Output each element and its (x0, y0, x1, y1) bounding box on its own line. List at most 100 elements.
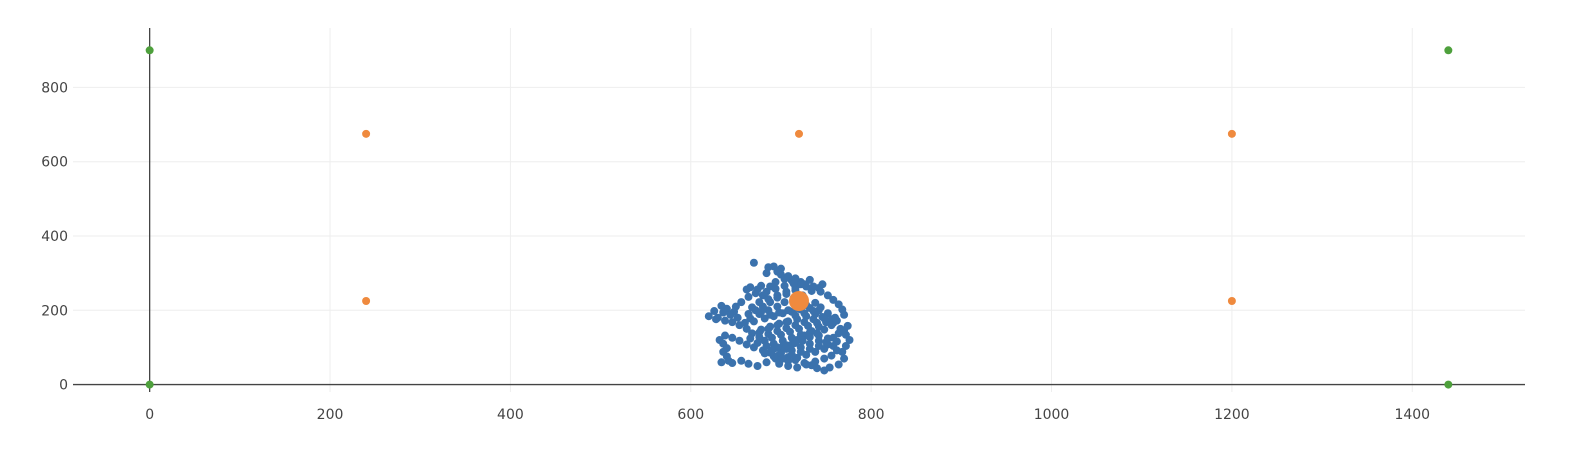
data-point (766, 310, 775, 319)
data-point (804, 321, 813, 330)
x-tick-label: 1400 (1394, 407, 1430, 423)
x-tick-label: 1000 (1034, 407, 1070, 423)
x-tick-label: 400 (497, 407, 524, 423)
data-point (787, 350, 796, 359)
data-point (145, 46, 154, 55)
data-point (721, 331, 730, 340)
data-point (728, 359, 737, 368)
data-point (760, 349, 769, 358)
data-point (829, 295, 838, 304)
data-point (728, 318, 737, 327)
data-point (805, 344, 814, 353)
grid-layer (73, 28, 1525, 392)
data-point (753, 362, 762, 370)
data-point (712, 315, 721, 324)
data-point (757, 307, 766, 316)
data-point (721, 316, 730, 325)
data-point (805, 275, 814, 284)
data-point (820, 314, 829, 323)
data-point (362, 297, 371, 305)
data-point (795, 129, 803, 138)
axis-layer (73, 28, 1525, 392)
data-point (744, 359, 753, 368)
data-point (726, 310, 735, 319)
data-point (793, 363, 802, 372)
data-point (840, 310, 849, 319)
data-point (784, 306, 793, 315)
data-point (823, 291, 832, 300)
data-point (782, 318, 791, 327)
data-point (737, 298, 746, 307)
x-tick-label: 0 (145, 407, 154, 423)
data-point (1444, 46, 1453, 55)
y-tick-label: 0 (59, 378, 68, 394)
data-point (813, 318, 822, 327)
data-point (737, 356, 746, 365)
data-point (145, 380, 154, 389)
data-point (791, 311, 800, 320)
data-point (800, 309, 809, 318)
data-point (802, 360, 811, 369)
data-point (769, 352, 778, 361)
data-point (811, 357, 820, 366)
data-point (773, 321, 782, 330)
data-point (753, 338, 762, 347)
data-point (744, 310, 753, 318)
data-point (748, 303, 757, 312)
y-tick-label: 400 (41, 229, 68, 245)
data-point (814, 341, 823, 350)
data-point (798, 336, 807, 345)
data-point (749, 317, 758, 326)
data-point (717, 301, 726, 310)
data-point (782, 341, 791, 350)
data-point (827, 321, 836, 330)
data-point (816, 287, 825, 296)
data-points (145, 46, 1453, 389)
data-point (717, 358, 726, 367)
data-point (816, 303, 825, 312)
data-point (1444, 380, 1453, 389)
data-point (762, 358, 771, 367)
data-point (834, 360, 843, 369)
data-point (843, 321, 852, 330)
data-point (820, 325, 829, 334)
data-point (1227, 297, 1236, 305)
data-point (789, 291, 809, 311)
y-tick-label: 600 (41, 155, 68, 171)
data-point (780, 281, 789, 290)
data-point (755, 298, 764, 307)
data-point (755, 328, 764, 337)
y-tick-label: 800 (41, 80, 68, 96)
data-point (813, 329, 822, 338)
data-point (762, 269, 771, 278)
data-point (845, 336, 854, 344)
data-point (749, 258, 758, 267)
data-point (829, 333, 838, 342)
data-point (778, 354, 787, 363)
data-point (764, 295, 773, 304)
data-point (710, 307, 719, 316)
data-point (362, 129, 371, 138)
x-tick-label: 600 (677, 407, 704, 423)
tick-labels: 0 200 400 600 800 1000 1200 1400 0 200 400 600 800 (41, 80, 1430, 423)
data-point (827, 351, 836, 360)
data-point (1227, 129, 1236, 138)
data-point (735, 336, 744, 345)
data-point (704, 312, 713, 321)
data-point (773, 267, 782, 276)
data-point (820, 354, 829, 363)
data-point (762, 341, 771, 350)
data-point (822, 338, 831, 347)
data-point (728, 333, 737, 342)
data-point (796, 347, 805, 356)
data-point (809, 307, 818, 316)
x-tick-label: 1200 (1214, 407, 1250, 423)
data-point (773, 291, 782, 300)
data-point (740, 318, 749, 327)
data-point (719, 308, 728, 317)
data-point (820, 366, 829, 375)
data-point (791, 338, 800, 347)
y-tick-label: 200 (41, 303, 68, 319)
data-point (753, 285, 762, 294)
